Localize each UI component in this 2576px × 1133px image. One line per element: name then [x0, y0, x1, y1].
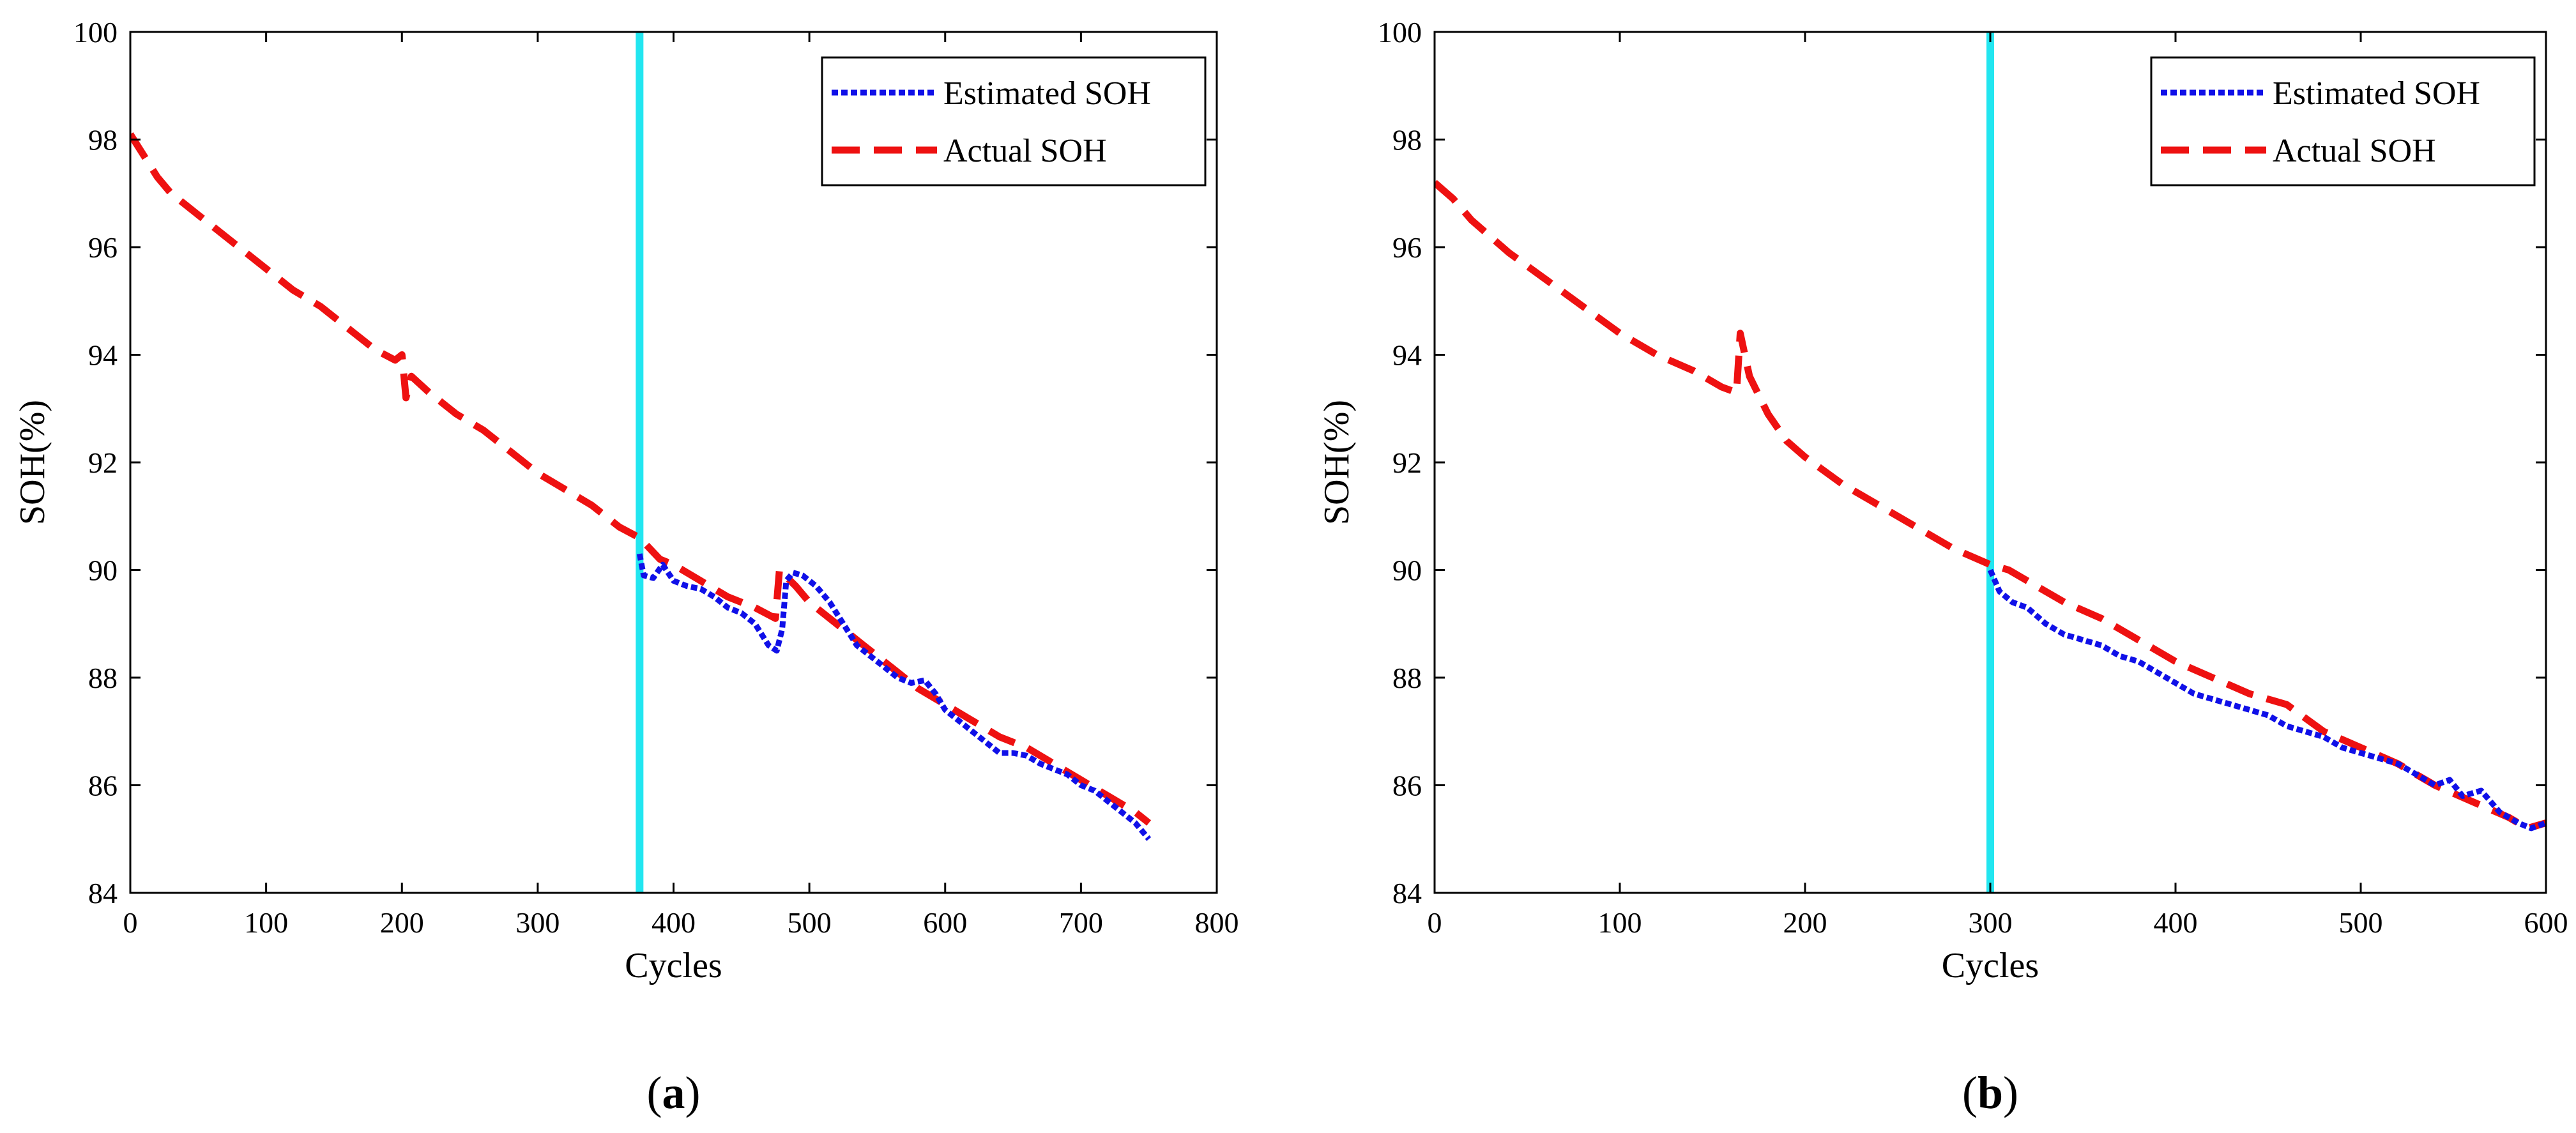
y-tick-label: 88 — [88, 662, 118, 694]
y-tick-label: 98 — [1392, 124, 1422, 156]
series-line-actual-soh — [1435, 179, 2546, 832]
panel-caption: (a) — [647, 1067, 701, 1118]
y-axis-title: SOH(%) — [1317, 400, 1357, 525]
x-axis-title: Cycles — [625, 946, 722, 985]
series-line-estimated-soh — [1987, 568, 2546, 832]
x-tick-label: 400 — [2154, 906, 2198, 939]
legend: Estimated SOH Actual SOH — [2150, 56, 2536, 186]
y-tick-label: 90 — [1392, 554, 1422, 587]
y-tick-label: 100 — [1378, 16, 1422, 49]
chart-svg: 0 100 200 300 400 500 600 84 86 88 90 92 94 96 98 100 Cy… — [1317, 16, 2568, 1118]
legend-label: Estimated SOH — [943, 75, 1151, 112]
x-tick-label: 200 — [1783, 906, 1827, 939]
y-tick-label: 84 — [88, 877, 118, 909]
x-tick-label: 0 — [1428, 906, 1442, 939]
y-tick-label: 92 — [1392, 446, 1422, 479]
x-tick-label: 100 — [1598, 906, 1642, 939]
y-axis-title: SOH(%) — [13, 400, 52, 525]
legend-box — [821, 56, 1207, 186]
x-tick-label: 500 — [788, 906, 832, 939]
x-tick-label: 100 — [244, 906, 288, 939]
y-tick-label: 84 — [1392, 877, 1422, 909]
x-tick-label: 400 — [652, 906, 696, 939]
legend-label: Estimated SOH — [2273, 75, 2480, 112]
x-tick-label: 300 — [515, 906, 560, 939]
series-line-estimated-soh — [636, 553, 1152, 841]
legend-box — [2150, 56, 2536, 186]
legend-label: Actual SOH — [943, 133, 1107, 169]
x-tick-label: 700 — [1059, 906, 1103, 939]
x-tick-label: 200 — [380, 906, 424, 939]
y-tick-label: 94 — [1392, 339, 1422, 372]
y-tick-label: 92 — [88, 446, 118, 479]
y-tick-label: 88 — [1392, 662, 1422, 694]
y-tick-label: 96 — [1392, 231, 1422, 264]
y-tick-label: 86 — [88, 770, 118, 802]
chart-svg: 0 100 200 300 400 500 600 700 800 84 86 88 90 92 94 96 9… — [13, 16, 1239, 1118]
legend-label: Actual SOH — [2273, 133, 2436, 169]
y-tick-label: 98 — [88, 124, 118, 156]
y-tick-label: 94 — [88, 339, 118, 372]
legend: Estimated SOH Actual SOH — [821, 56, 1207, 186]
x-tick-label: 600 — [923, 906, 967, 939]
x-tick-label: 300 — [1969, 906, 2013, 939]
x-tick-label: 800 — [1195, 906, 1239, 939]
y-tick-label: 86 — [1392, 770, 1422, 802]
x-tick-label: 500 — [2339, 906, 2383, 939]
series-line-actual-soh — [130, 132, 1152, 826]
y-tick-label: 96 — [88, 231, 118, 264]
panel-letter: a — [662, 1067, 685, 1118]
x-axis-title: Cycles — [1942, 946, 2039, 985]
panel-caption: (b) — [1962, 1067, 2018, 1118]
x-tick-label: 600 — [2524, 906, 2568, 939]
y-tick-label: 90 — [88, 554, 118, 587]
y-tick-label: 100 — [73, 16, 118, 49]
chart-panel-b: 0 100 200 300 400 500 600 84 86 88 90 92 94 96 98 100 Cy… — [1288, 0, 2575, 1130]
panel-letter: b — [1978, 1067, 2003, 1118]
x-tick-label: 0 — [123, 906, 138, 939]
chart-panel-a: 0 100 200 300 400 500 600 700 800 84 86 88 90 92 94 96 9… — [0, 0, 1288, 1130]
